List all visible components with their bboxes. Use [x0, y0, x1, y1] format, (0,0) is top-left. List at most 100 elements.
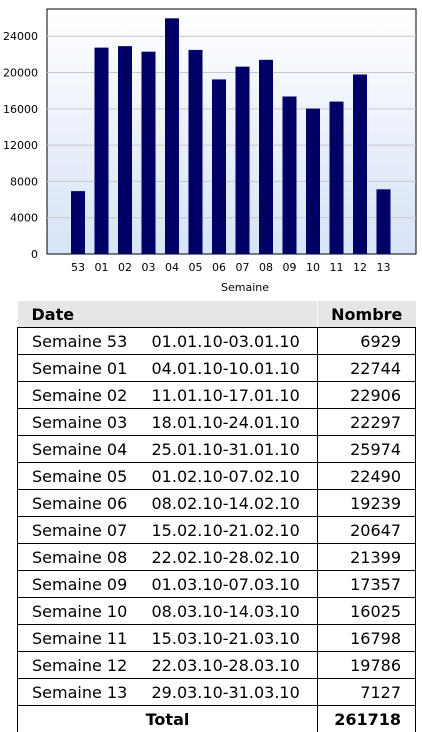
bar-week-07 [236, 67, 250, 254]
date-range-cell: 01.01.10-03.01.10 [152, 328, 318, 355]
x-tick-label: 53 [71, 261, 85, 274]
x-tick-label: 03 [142, 261, 156, 274]
count-cell: 17357 [318, 571, 416, 598]
bar-week-04 [165, 18, 179, 254]
date-range-cell: 18.01.10-24.01.10 [152, 409, 318, 436]
date-range-cell: 01.03.10-07.03.10 [152, 571, 318, 598]
date-range-cell: 22.02.10-28.02.10 [152, 544, 318, 571]
x-tick-label: 11 [330, 261, 344, 274]
date-range-cell: 01.02.10-07.02.10 [152, 463, 318, 490]
y-tick-label: 4000 [10, 212, 38, 225]
y-tick-label: 24000 [3, 30, 38, 43]
date-range-cell: 25.01.10-31.01.10 [152, 436, 318, 463]
date-range-cell: 08.03.10-14.03.10 [152, 598, 318, 625]
count-cell: 7127 [318, 679, 416, 706]
x-axis-label: Semaine [221, 281, 269, 294]
bar-week-03 [142, 52, 156, 254]
x-tick-label: 02 [118, 261, 132, 274]
count-cell: 22297 [318, 409, 416, 436]
x-tick-label: 09 [283, 261, 297, 274]
bar-week-08 [259, 60, 273, 254]
date-range-cell: 15.03.10-21.03.10 [152, 625, 318, 652]
date-range-cell: 08.02.10-14.02.10 [152, 490, 318, 517]
y-tick-label: 16000 [3, 103, 38, 116]
week-cell: Semaine 13 [18, 679, 152, 706]
x-tick-label: 08 [259, 261, 273, 274]
count-cell: 19239 [318, 490, 416, 517]
bar-week-10 [306, 109, 320, 254]
bar-week-53 [71, 191, 85, 254]
week-cell: Semaine 10 [18, 598, 152, 625]
week-cell: Semaine 03 [18, 409, 152, 436]
week-cell: Semaine 04 [18, 436, 152, 463]
bar-week-12 [353, 74, 367, 254]
week-cell: Semaine 08 [18, 544, 152, 571]
week-cell: Semaine 11 [18, 625, 152, 652]
count-cell: 16025 [318, 598, 416, 625]
date-column-header: Date [18, 301, 318, 328]
week-cell: Semaine 02 [18, 382, 152, 409]
week-cell: Semaine 12 [18, 652, 152, 679]
week-cell: Semaine 05 [18, 463, 152, 490]
count-cell: 25974 [318, 436, 416, 463]
count-cell: 22490 [318, 463, 416, 490]
week-cell: Semaine 07 [18, 517, 152, 544]
count-cell: 19786 [318, 652, 416, 679]
date-range-cell: 04.01.10-10.01.10 [152, 355, 318, 382]
date-range-cell: 29.03.10-31.03.10 [152, 679, 318, 706]
count-cell: 20647 [318, 517, 416, 544]
x-tick-label: 01 [95, 261, 109, 274]
date-range-cell: 11.01.10-17.01.10 [152, 382, 318, 409]
y-tick-label: 12000 [3, 139, 38, 152]
x-tick-label: 06 [212, 261, 226, 274]
week-cell: Semaine 06 [18, 490, 152, 517]
x-tick-label: 13 [377, 261, 391, 274]
count-column-header: Nombre [318, 301, 416, 328]
week-cell: Semaine 09 [18, 571, 152, 598]
week-cell: Semaine 01 [18, 355, 152, 382]
x-tick-label: 05 [189, 261, 203, 274]
total-value: 261718 [318, 706, 416, 732]
date-range-cell: 22.03.10-28.03.10 [152, 652, 318, 679]
table-header-row: Date Nombre [18, 301, 416, 328]
bar-week-01 [95, 48, 109, 254]
bar-week-11 [330, 102, 344, 254]
count-cell: 22744 [318, 355, 416, 382]
y-tick-label: 0 [31, 248, 38, 261]
bar-week-13 [377, 189, 391, 254]
count-cell: 22906 [318, 382, 416, 409]
x-tick-label: 07 [236, 261, 250, 274]
date-range-cell: 15.02.10-21.02.10 [152, 517, 318, 544]
bar-week-02 [118, 46, 132, 254]
x-tick-label: 10 [306, 261, 320, 274]
total-label: Total [18, 706, 318, 732]
count-cell: 6929 [318, 328, 416, 355]
count-cell: 21399 [318, 544, 416, 571]
x-tick-label: 04 [165, 261, 179, 274]
bar-week-06 [212, 79, 226, 254]
count-cell: 16798 [318, 625, 416, 652]
y-tick-label: 8000 [10, 175, 38, 188]
week-cell: Semaine 53 [18, 328, 152, 355]
y-tick-label: 20000 [3, 67, 38, 80]
bar-week-09 [283, 97, 297, 254]
x-tick-label: 12 [353, 261, 367, 274]
bar-chart: 0 4000 8000 12000 16000 20000 24000 53 01 02 03 04… [0, 0, 422, 300]
bar-week-05 [189, 50, 203, 254]
